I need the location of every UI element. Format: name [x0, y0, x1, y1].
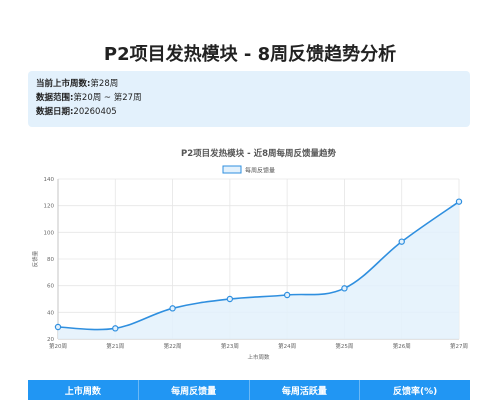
x-tick-label: 第22周	[164, 342, 182, 350]
x-tick-label: 第20周	[49, 342, 67, 350]
data-point	[455, 198, 463, 205]
data-range-row: 数据范围:第20周 ~ 第27周	[36, 91, 462, 105]
x-axis-label: 上市周数	[247, 353, 270, 361]
data-point	[341, 285, 348, 292]
x-tick-label: 第23周	[221, 342, 239, 350]
data-date-value: 20260405	[73, 107, 117, 117]
table-header-cell: 每周活跃量	[250, 380, 361, 400]
data-point	[398, 238, 405, 245]
x-tick-label: 第21周	[106, 342, 124, 350]
legend-swatch	[222, 165, 242, 174]
x-tick-label: 第25周	[335, 342, 353, 350]
table-header: 上市周数 每周反馈量 每周活跃量 反馈率(%)	[28, 380, 470, 400]
data-point	[54, 323, 62, 331]
x-tick-label: 第26周	[393, 342, 411, 350]
y-tick-label: 20	[47, 337, 54, 343]
series-area	[58, 201, 459, 339]
y-tick-label: 60	[47, 284, 54, 290]
y-tick-label: 80	[47, 257, 54, 263]
data-date-label: 数据日期:	[36, 107, 74, 117]
table-header-cell: 每周反馈量	[139, 380, 250, 400]
y-tick-label: 120	[44, 204, 55, 210]
trend-chart: P2项目发热模块 - 近8周每周反馈量趋势 每周反馈量 20 40 60 80 100 120…	[28, 140, 470, 368]
y-tick-label: 100	[44, 230, 55, 236]
data-point	[169, 305, 176, 312]
data-point	[283, 291, 291, 299]
y-tick-label: 140	[44, 177, 55, 183]
current-week-label: 当前上市周数:	[36, 79, 91, 89]
data-range-label: 数据范围:	[36, 93, 74, 103]
y-axis-label: 反馈量	[31, 250, 39, 267]
data-date-row: 数据日期:20260405	[36, 105, 462, 119]
table-header-cell: 反馈率(%)	[393, 386, 438, 397]
x-tick-label: 第24周	[278, 342, 296, 350]
chart-title: P2项目发热模块 - 近8周每周反馈量趋势	[181, 148, 337, 159]
data-point	[112, 325, 119, 332]
page-title: P2项目发热模块 - 8周反馈趋势分析	[103, 44, 397, 65]
y-tick-label: 40	[47, 310, 54, 316]
current-week-value: 第28周	[90, 79, 119, 89]
data-point	[226, 295, 234, 303]
x-tick-label: 第27周	[450, 342, 468, 350]
data-range-value: 第20周 ~ 第27周	[73, 93, 142, 103]
info-panel: 当前上市周数:第28周 数据范围:第20周 ~ 第27周 数据日期:202604…	[28, 71, 470, 127]
table-header-cell: 上市周数	[28, 380, 139, 400]
current-week-row: 当前上市周数:第28周	[36, 77, 462, 91]
legend-label: 每周反馈量	[245, 167, 275, 175]
